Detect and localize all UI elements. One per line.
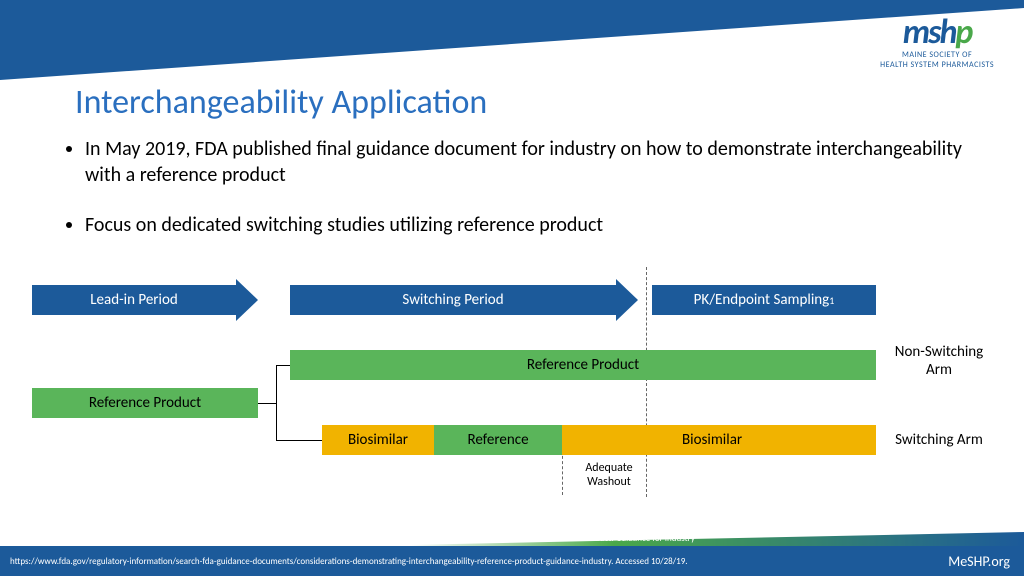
- ref-product-top-label: Reference Product: [527, 356, 639, 374]
- logo: mshp MAINE SOCIETY OF HEALTH SYSTEM PHAR…: [880, 18, 994, 70]
- connector-h: [258, 403, 276, 404]
- washout-label: Adequate Washout: [570, 461, 648, 490]
- pk-sup: 1: [829, 294, 834, 307]
- biosimilar-1-label: Biosimilar: [348, 431, 408, 449]
- footer-bar: https://www.fda.gov/regulatory-informati…: [0, 546, 1024, 576]
- logo-sub2: HEALTH SYSTEM PHARMACISTS: [880, 61, 994, 70]
- footer-cite1: Considerations in Demonstrating Intercha…: [0, 533, 1024, 544]
- biosimilar-2: Biosimilar: [648, 425, 876, 455]
- bullet-1: In May 2019, FDA published final guidanc…: [85, 136, 984, 188]
- reference-2: Reference: [434, 425, 562, 455]
- biosimilar-2-label: Biosimilar: [682, 431, 742, 449]
- bullet-2: Focus on dedicated switching studies uti…: [85, 212, 984, 238]
- reference-2-label: Reference: [467, 431, 528, 449]
- ref-product-top: Reference Product: [290, 350, 876, 380]
- page-title: Interchangeability Application: [75, 82, 487, 123]
- switching-label: Switching Period: [402, 291, 503, 309]
- pk-box: PK/Endpoint Sampling1: [652, 285, 876, 315]
- header-bar: [0, 0, 1024, 80]
- footer-cite2: https://www.fda.gov/regulatory-informati…: [10, 556, 688, 567]
- logo-mark: mshp: [880, 18, 994, 49]
- connector-top: [276, 365, 290, 366]
- ref-product-left-label: Reference Product: [89, 394, 201, 412]
- connector-v: [276, 365, 277, 441]
- bullet-list: In May 2019, FDA published final guidanc…: [65, 136, 984, 262]
- pk-label: PK/Endpoint Sampling: [694, 291, 830, 309]
- leadin-arrow: Lead-in Period: [32, 285, 258, 315]
- study-diagram: Lead-in Period Switching Period PK/Endpo…: [32, 285, 992, 505]
- switching-arrow: Switching Period: [290, 285, 638, 315]
- leadin-label: Lead-in Period: [90, 291, 178, 309]
- footer-site: MeSHP.org: [948, 553, 1010, 570]
- ref-product-left: Reference Product: [32, 388, 258, 418]
- gold-gap: [562, 425, 648, 455]
- switching-arm-label: Switching Arm: [884, 431, 994, 449]
- connector-bot: [276, 440, 322, 441]
- biosimilar-1: Biosimilar: [322, 425, 434, 455]
- non-switching-arm-label: Non-Switching Arm: [884, 343, 994, 379]
